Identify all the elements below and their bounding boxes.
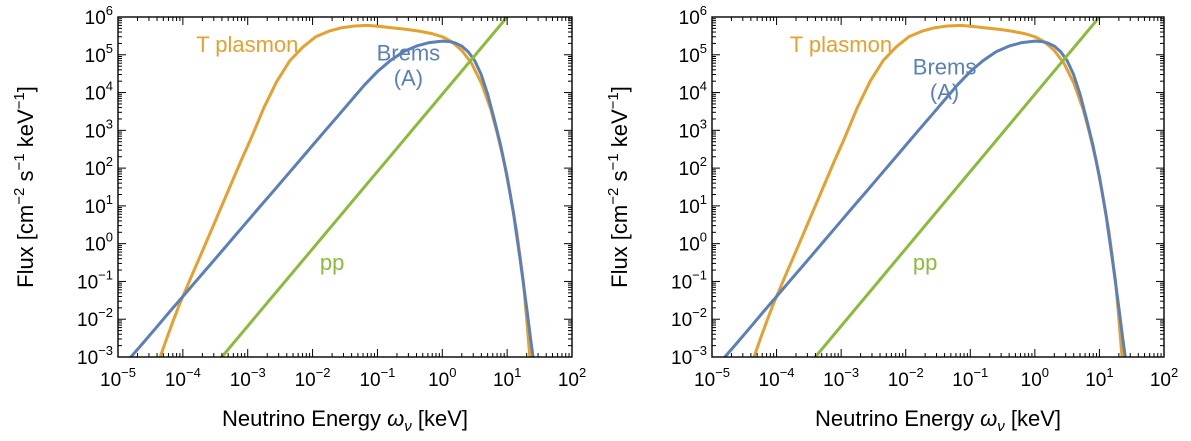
chart1-axes-frame xyxy=(117,16,573,358)
chart2-ytick-label: 10−1 xyxy=(671,267,707,293)
chart1-xtick-label: 10−5 xyxy=(100,365,136,391)
chart2-ytick-label: 10−2 xyxy=(671,305,707,331)
chart1-xtick-label: 10−4 xyxy=(165,365,201,391)
chart1-panel: 10−5 10−4 10−3 10−2 10−1 100 101 102 10−3 10−2 10−… xyxy=(11,3,586,435)
chart1-xtick-label: 10−1 xyxy=(359,365,395,391)
chart2-ytick-label: 105 xyxy=(679,41,707,67)
chart1-ytick-label: 101 xyxy=(85,192,113,218)
chart2-xtick-label: 10−1 xyxy=(952,365,988,391)
chart1-series-t-plasmon-line xyxy=(158,23,532,357)
chart2-xtick-label: 102 xyxy=(1150,365,1178,391)
chart2-ytick-label: 101 xyxy=(679,192,707,218)
chart2-series-brems-label: Brems xyxy=(913,55,977,80)
chart2-xtick-label: 10−4 xyxy=(759,365,795,391)
chart1-ticks xyxy=(117,17,572,358)
chart1-ytick-label: 103 xyxy=(85,116,113,142)
chart1-series-pp-label: pp xyxy=(320,250,344,275)
chart1-xtick-label: 10−2 xyxy=(295,365,331,391)
chart1-ytick-label: 10−2 xyxy=(77,305,113,331)
chart1-xaxis-label: Neutrino Energy ων [keV] xyxy=(222,406,468,435)
chart1-ytick-label: 10−1 xyxy=(77,267,113,293)
chart2-ytick-label: 104 xyxy=(679,79,707,105)
chart2-xtick-label: 100 xyxy=(1021,365,1049,391)
chart2-series-t-plasmon-label: T plasmon xyxy=(790,32,892,57)
chart1-ytick-label: 10−3 xyxy=(77,343,113,369)
chart2-xaxis-label: Neutrino Energy ων [keV] xyxy=(815,406,1061,435)
chart1-xtick-label: 101 xyxy=(493,365,521,391)
chart1-series-brems-label: Brems xyxy=(377,41,441,66)
chart2-xtick-label: 101 xyxy=(1085,365,1113,391)
chart2-ytick-label: 103 xyxy=(679,116,707,142)
chart2-series-brems-label-line2: (A) xyxy=(930,80,959,105)
chart1-xtick-label: 100 xyxy=(428,365,456,391)
chart2-ytick-label: 100 xyxy=(679,230,707,256)
chart1-series-pp-line xyxy=(220,17,509,357)
chart2-xtick-label: 10−2 xyxy=(888,365,924,391)
chart2-ytick-label: 102 xyxy=(679,154,707,180)
chart2-yaxis-label: Flux [cm−2 s−1 keV−1] xyxy=(605,86,632,288)
chart2-series-brems-line xyxy=(723,39,1127,357)
chart1-series-group xyxy=(129,17,535,357)
chart2-series-pp-label: pp xyxy=(913,250,937,275)
chart2-ytick-label: 106 xyxy=(679,3,707,29)
chart2-xtick-label: 10−5 xyxy=(694,365,730,391)
chart1-xtick-label: 10−3 xyxy=(230,365,266,391)
chart1-xtick-label: 102 xyxy=(558,365,586,391)
chart1-yaxis-label: Flux [cm−2 s−1 keV−1] xyxy=(11,86,38,288)
chart2-series-pp-line xyxy=(813,17,1101,357)
chart1-ytick-label: 105 xyxy=(85,41,113,67)
chart2-panel: 10−5 10−4 10−3 10−2 10−1 100 101 102 10−3 10−2 10−… xyxy=(605,3,1178,435)
chart1-series-brems-line xyxy=(129,39,535,357)
chart1-ytick-label: 102 xyxy=(85,154,113,180)
chart1-ytick-label: 106 xyxy=(85,3,113,29)
chart2-axes-frame xyxy=(711,16,1165,358)
chart2-ticks xyxy=(711,17,1164,358)
chart1-ytick-label: 104 xyxy=(85,79,113,105)
chart1-series-brems-label-line2: (A) xyxy=(394,66,423,91)
chart2-ytick-label: 10−3 xyxy=(671,343,707,369)
chart2-series-group xyxy=(723,17,1127,357)
chart1-ytick-label: 100 xyxy=(85,230,113,256)
chart1-series-t-plasmon-label: T plasmon xyxy=(196,32,298,57)
chart2-xtick-label: 10−3 xyxy=(823,365,859,391)
